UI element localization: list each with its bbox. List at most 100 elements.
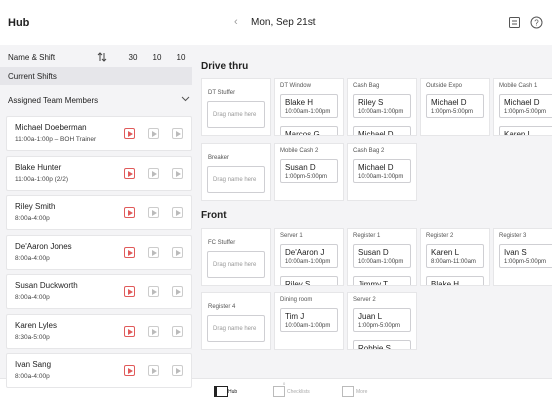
member-card[interactable]: Michael Doeberman 11:00a-1:00p – BOH Trai… [6,116,192,151]
play-button[interactable] [124,167,135,179]
station-card: Mobile Cash 2 Susan D 1:00pm-5:00pm [274,143,344,201]
station-name: Mobile Cash 1 [499,83,538,89]
drop-zone[interactable]: Drag name here [207,101,265,128]
assignment-time: 1:00pm-5:00pm [285,174,328,180]
assignment[interactable]: Michael D 1:00pm-5:00pm [499,94,552,118]
station-card: Register 3 Ivan S 1:00pm-5:00pm [493,228,552,286]
play-button[interactable] [124,246,135,258]
play-button[interactable] [148,286,159,297]
sort-icon[interactable] [97,52,107,62]
assignee: Susan D [358,248,389,257]
assignee: Riley S [358,98,384,107]
assignment[interactable]: Blake H 10:00am-1:00pm [280,94,338,118]
play-button[interactable] [148,246,159,258]
assignee: Blake H [285,98,314,107]
assignment[interactable]: Blake H [426,276,484,285]
play-button[interactable] [124,286,135,297]
station-name: DT Window [280,83,311,89]
member-card[interactable]: Karen Lyles 8:30a-5:00p [6,313,192,349]
play-button[interactable] [172,365,183,376]
play-button[interactable] [148,207,159,218]
assignment[interactable]: Robbie S [353,340,411,349]
section-title: Assigned Team Members [8,96,99,105]
station-name: Register 4 [208,304,236,310]
station-name: Breaker [208,155,230,161]
assignment[interactable]: Karen L 8:00am-11:00am [426,244,484,268]
member-card[interactable]: Ivan Sang 8:00a-4:00p [6,353,192,388]
assignment[interactable]: Michael D 10:00am-1:00pm [353,159,411,183]
count: 10 [176,53,186,62]
station-name: Cash Bag 2 [353,148,385,154]
assignment[interactable]: Jimmy T [353,276,411,285]
play-button[interactable] [124,365,135,376]
assignment[interactable]: Marcos G [280,126,338,135]
play-button[interactable] [172,286,183,297]
tab-icon[interactable] [214,386,228,397]
help-icon[interactable]: ? [530,16,543,29]
station-card: Register 1 Susan D 10:00am-1:00pm Jimmy T [347,228,417,286]
member-card[interactable]: Riley Smith 8:00a-4:00p [6,195,192,230]
assignment[interactable]: Tim J 10:00am-1:00pm [280,308,338,332]
tab-label[interactable]: Checklists [287,389,310,395]
tab-label[interactable]: Hub [228,389,238,395]
play-button[interactable] [172,325,183,337]
tab-icon[interactable] [342,386,354,397]
assignment[interactable]: Juan L 1:00pm-5:00pm [353,308,411,332]
notes-icon[interactable] [508,16,521,29]
play-button[interactable] [172,207,183,218]
chevron[interactable] [181,96,190,103]
top-bar [0,0,552,45]
play-button[interactable] [148,128,159,139]
drop-zone[interactable]: Drag name here [207,251,265,278]
station-card: FC Stuffer Drag name here [201,228,271,286]
assignee: Ivan S [504,248,527,257]
play-button[interactable] [172,128,183,139]
assignment[interactable]: Susan D 10:00am-1:00pm [353,244,411,268]
station-card: Cash Bag 2 Michael D 10:00am-1:00pm [347,143,417,201]
assignment[interactable]: Riley S 10:00am-1:00pm [353,94,411,118]
drop-zone[interactable]: Drag name here [207,315,265,342]
tab-label[interactable]: More [356,389,368,395]
member-card[interactable]: Blake Hunter 11:00a-1:00p (2/2) [6,155,192,191]
play-button[interactable] [148,365,159,376]
page-title: Hub [8,17,30,29]
assignment[interactable]: Michael D [353,126,411,135]
tab-badge: 0 [283,381,286,386]
member-card[interactable]: De'Aaron Jones 8:00a-4:00p [6,234,192,270]
station-name: Mobile Cash 2 [280,148,319,154]
station-name: Cash Bag [353,83,380,89]
assignment-time: 8:00am-11:00am [431,259,476,265]
tab-icon[interactable] [273,386,285,397]
assignee: Susan D [285,163,316,172]
drop-zone[interactable]: Drag name here [207,166,265,193]
assignment[interactable]: Michael D 1:00pm-5:00pm [426,94,484,118]
next-day[interactable]: › [311,16,315,28]
date: Mon, Sep 21st [251,17,316,28]
play-button[interactable] [148,167,159,179]
station-card: Server 2 Juan L 1:00pm-5:00pm Robbie S [347,292,417,350]
station-name: Register 1 [353,233,381,239]
assignment[interactable]: Susan D 1:00pm-5:00pm [280,159,338,183]
play-button[interactable] [124,325,135,337]
member-shift: 11:00a-1:00p – BOH Trainer [15,136,97,143]
placeholder: Drag name here [213,112,257,118]
play-button[interactable] [172,167,183,179]
assignment[interactable]: Riley S [280,276,338,285]
member-shift: 8:00a-4:00p [15,215,50,222]
play-button[interactable] [124,128,135,139]
play-button[interactable] [148,325,159,337]
prev-day[interactable]: ‹ [234,16,238,28]
member-card[interactable]: Susan Duckworth 8:00a-4:00p [6,274,192,309]
station-name: Outside Expo [426,83,463,89]
current-shifts-row[interactable] [0,67,192,85]
assignment[interactable]: Karen L [499,126,552,135]
member-shift: 8:30a-5:00p [15,333,50,341]
play-button[interactable] [124,207,135,218]
play-button[interactable] [172,246,183,258]
assignment[interactable]: De'Aaron J 10:00am-1:00pm [280,244,338,268]
placeholder: Drag name here [213,262,257,268]
station-card: DT Stuffer Drag name here [201,78,271,136]
station-name: FC Stuffer [208,240,236,246]
assignment[interactable]: Ivan S 1:00pm-5:00pm [499,244,552,268]
